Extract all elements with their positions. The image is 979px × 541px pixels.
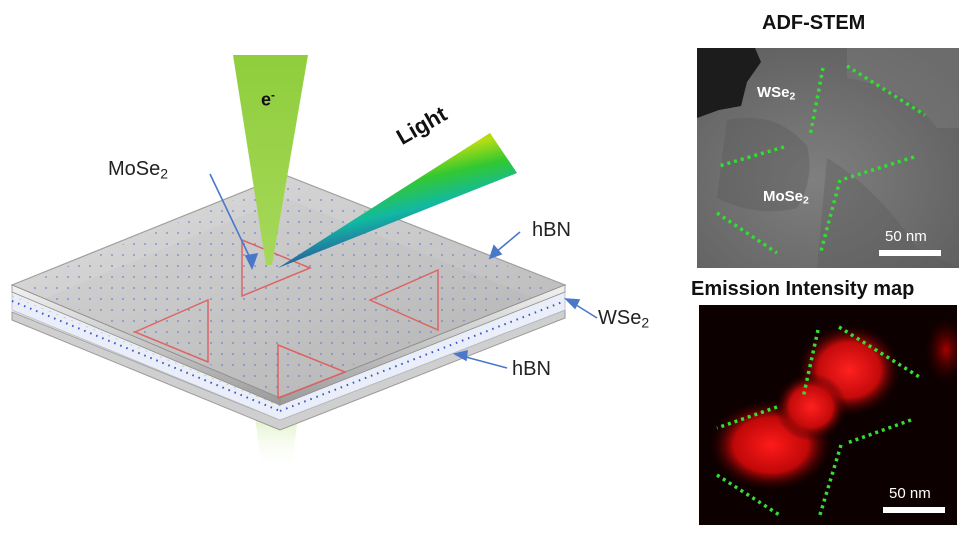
electron-label: e- xyxy=(261,89,275,110)
adf-stem-image: WSe2 MoSe2 50 nm xyxy=(697,48,959,268)
adf-mose2-sub: 2 xyxy=(803,194,809,207)
electron-beam xyxy=(233,55,308,265)
mose2-sub: 2 xyxy=(160,165,169,182)
adf-scale-label: 50 nm xyxy=(885,228,927,245)
adf-stem-texture xyxy=(697,48,959,268)
adf-stem-title: ADF-STEM xyxy=(762,12,866,34)
wse2-text: WSe xyxy=(598,307,642,329)
adf-wse2-sub: 2 xyxy=(789,90,796,103)
wse2-sub: 2 xyxy=(641,314,650,331)
emission-map-texture xyxy=(699,305,957,525)
wse2-label: WSe2 xyxy=(598,307,649,331)
electron-sup: - xyxy=(271,89,275,102)
emission-guide-lines xyxy=(716,325,922,519)
hbn-top-label: hBN xyxy=(532,219,571,242)
mose2-triangle xyxy=(368,268,439,332)
light-cone xyxy=(278,133,517,268)
adf-mose2-label: MoSe2 xyxy=(763,188,809,207)
mose2-triangle xyxy=(241,238,312,298)
adf-wse2-text: WSe xyxy=(757,84,790,101)
adf-guide-lines xyxy=(716,64,926,255)
emission-scale-label: 50 nm xyxy=(889,485,931,502)
mose2-triangle xyxy=(277,343,348,400)
top-hbn-layer xyxy=(10,174,567,406)
electron-text: e xyxy=(261,89,272,110)
hbn-top-text: hBN xyxy=(532,219,571,241)
adf-mose2-text: MoSe xyxy=(763,188,804,205)
hbn-bottom-label: hBN xyxy=(512,358,551,381)
emission-scale-bar xyxy=(883,507,945,513)
emission-map-title: Emission Intensity map xyxy=(691,278,915,300)
label-arrows xyxy=(209,173,598,369)
mose2-text: MoSe xyxy=(108,158,161,180)
mose2-islands xyxy=(133,238,439,400)
mose2-label: MoSe2 xyxy=(108,158,168,182)
adf-scale-bar xyxy=(879,250,941,256)
mose2-triangle xyxy=(133,298,209,364)
emission-map-image: 50 nm xyxy=(699,305,957,525)
adf-wse2-label: WSe2 xyxy=(757,84,795,103)
heterostructure-schematic xyxy=(10,55,598,470)
hbn-bottom-text: hBN xyxy=(512,358,551,380)
